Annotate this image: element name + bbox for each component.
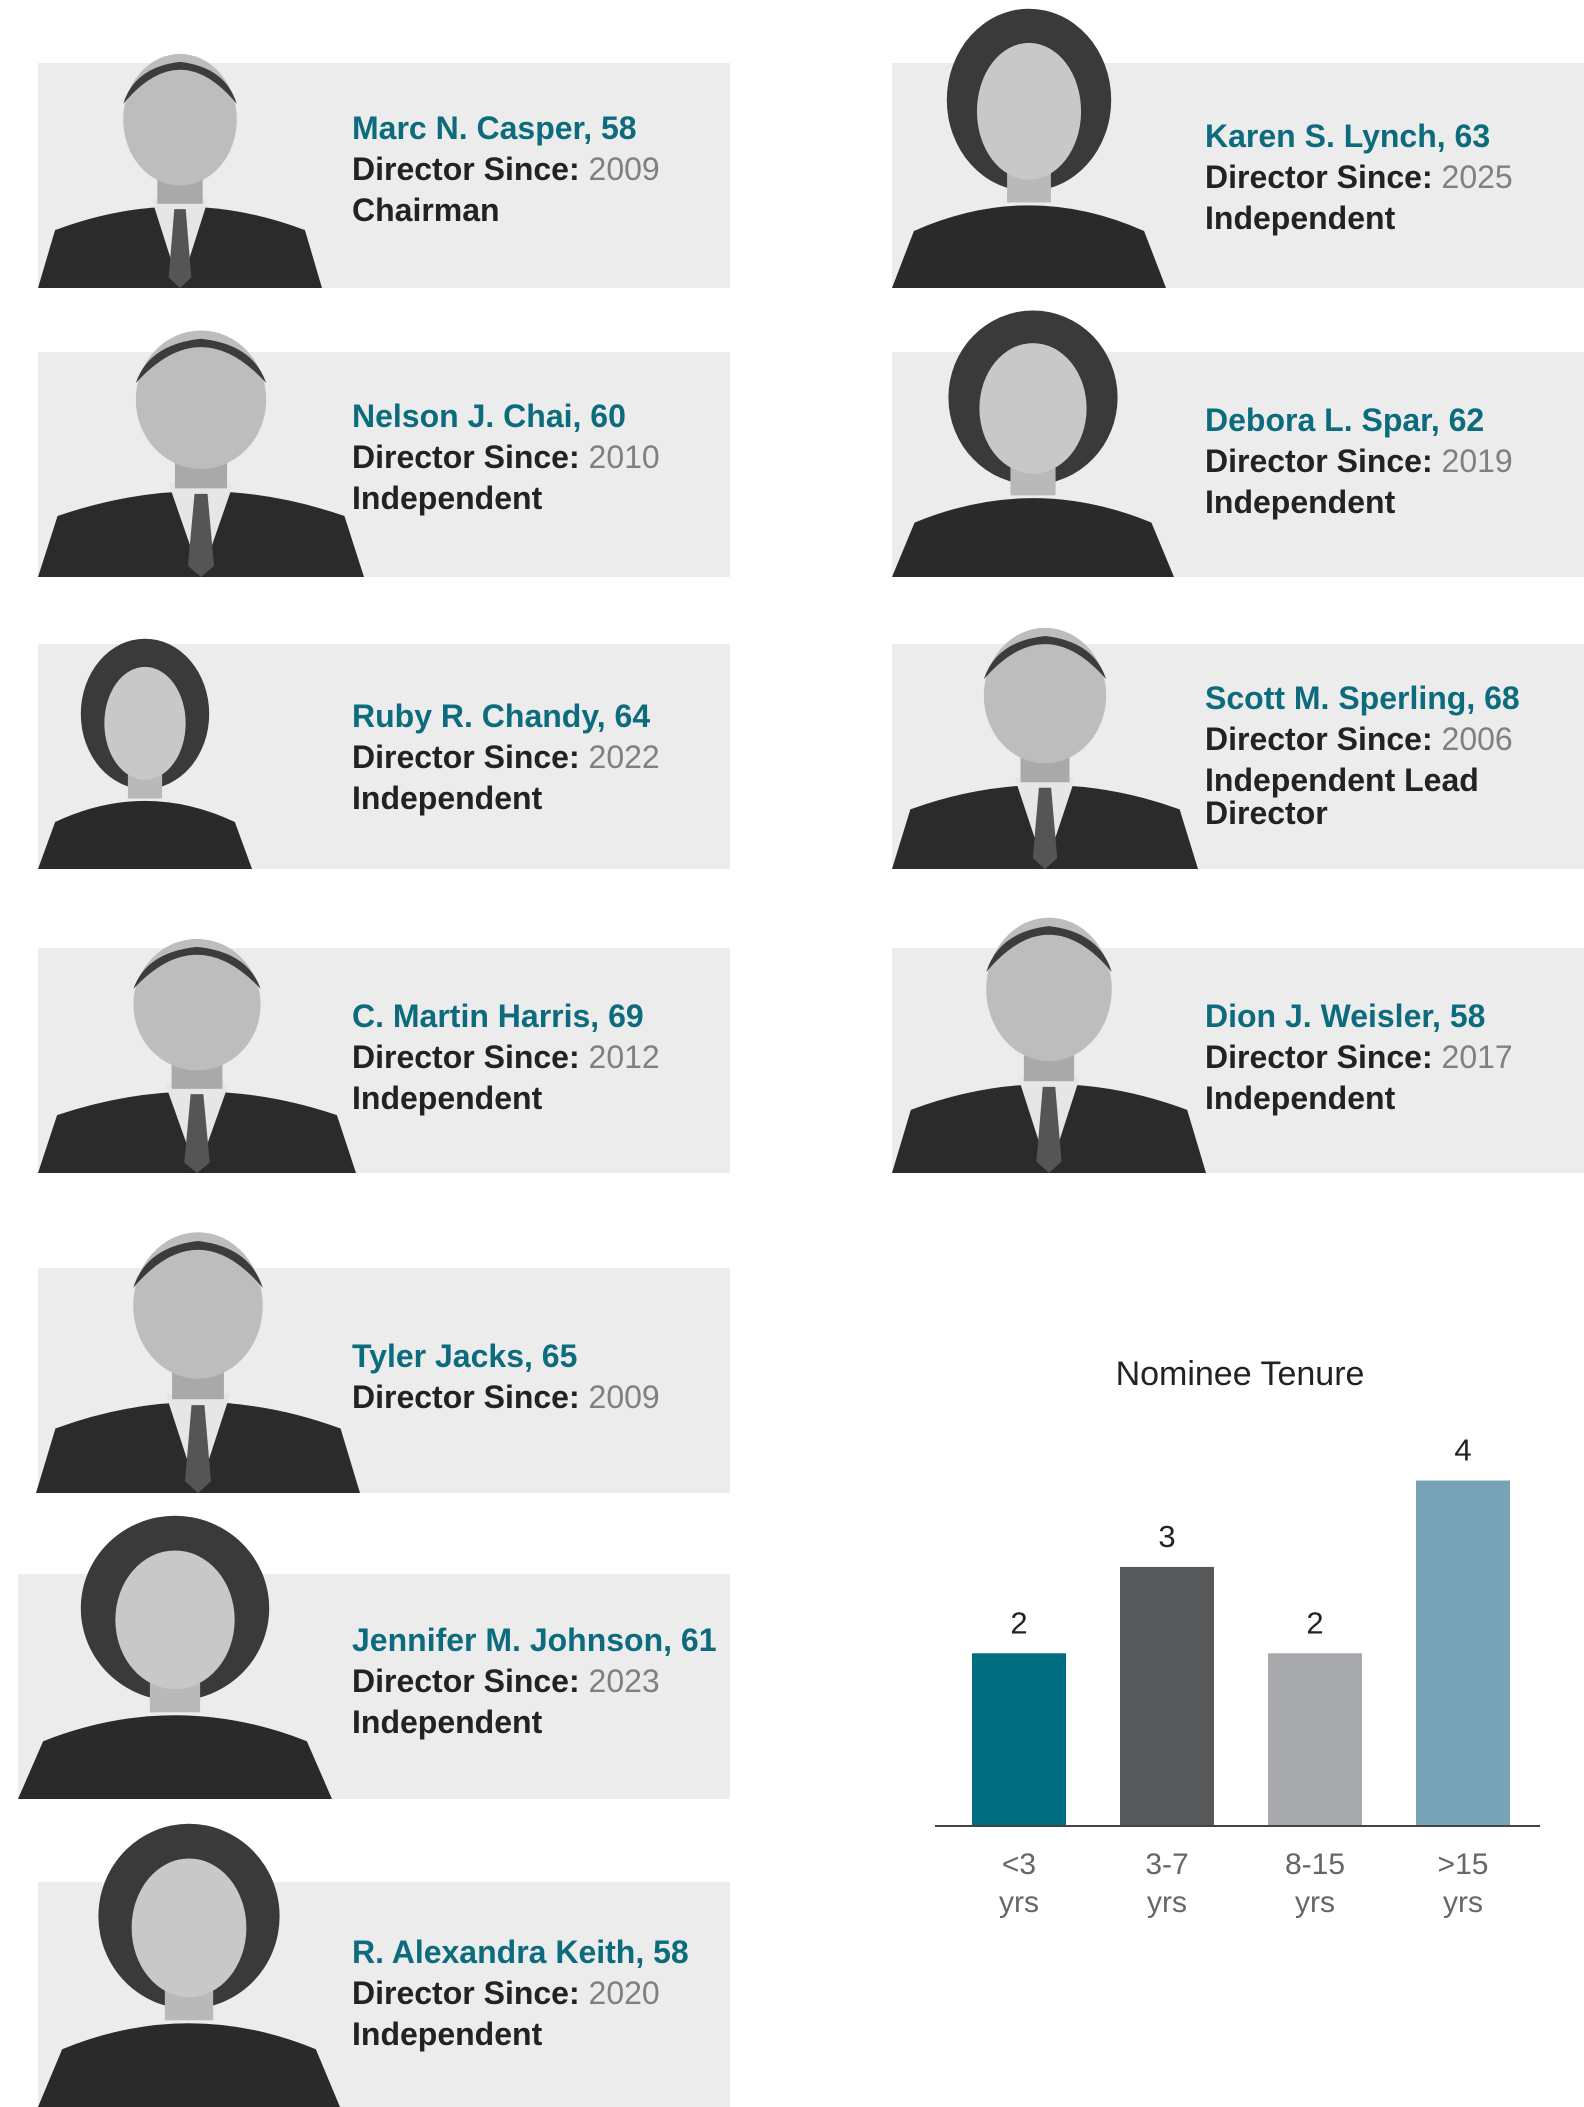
director-photo — [892, 886, 1206, 1173]
chart-bar — [1268, 1653, 1362, 1826]
director-since: Director Since: 2020 — [352, 1973, 724, 2014]
director-since-year: 2010 — [588, 439, 660, 475]
director-since-label: Director Since: — [352, 1039, 580, 1075]
director-since-year: 2020 — [588, 1975, 660, 2011]
director-since-label: Director Since: — [1205, 159, 1433, 195]
tenure-bar-chart: 2 <3 yrs 3 3-7 yrs 2 8-15 yrs 4 >15 yrs — [935, 1433, 1540, 1919]
category-label: yrs — [1147, 1886, 1187, 1919]
director-since-year: 2019 — [1441, 443, 1513, 479]
director-since-year: 2022 — [588, 739, 660, 775]
director-since-year: 2006 — [1441, 721, 1513, 757]
chart-title: Nominee Tenure — [1115, 1355, 1365, 1393]
director-since-label: Director Since: — [352, 151, 580, 187]
director-name: Dion J. Weisler, 58 — [1205, 998, 1486, 1034]
director-name: C. Martin Harris, 69 — [352, 998, 644, 1034]
director-since-year: 2023 — [588, 1663, 660, 1699]
director-since-year: 2009 — [588, 151, 660, 187]
director-photo — [36, 1200, 360, 1493]
bar-value-label: 4 — [1454, 1433, 1471, 1468]
director-name: Marc N. Casper, 58 — [352, 110, 637, 146]
director-name: Tyler Jacks, 65 — [352, 1338, 578, 1374]
director-since-year: 2009 — [588, 1379, 660, 1415]
director-photo — [892, 3, 1166, 288]
director-since: Director Since: 2022 — [352, 737, 724, 778]
chart-bar — [1120, 1566, 1214, 1826]
director-since: Director Since: 2012 — [352, 1037, 724, 1078]
director-photo — [38, 300, 364, 577]
director-since-label: Director Since: — [352, 739, 580, 775]
director-since: Director Since: 2006 — [1205, 719, 1578, 760]
director-since-label: Director Since: — [352, 1975, 580, 2011]
director-since-label: Director Since: — [1205, 1039, 1433, 1075]
category-label: >15 — [1438, 1848, 1489, 1881]
director-since: Director Since: 2009 — [352, 149, 724, 190]
director-photo — [892, 598, 1198, 869]
director-role: Independent — [352, 780, 543, 816]
director-since-year: 2025 — [1441, 159, 1513, 195]
bar-value-label: 2 — [1306, 1605, 1323, 1640]
director-name: Ruby R. Chandy, 64 — [352, 698, 651, 734]
director-role: Chairman — [352, 192, 500, 228]
director-since: Director Since: 2023 — [352, 1661, 724, 1702]
director-photo — [38, 1818, 340, 2107]
director-role: Independent — [352, 1704, 543, 1740]
director-role: Independent — [352, 1080, 543, 1116]
director-role: Independent — [352, 480, 543, 516]
director-since-label: Director Since: — [352, 1663, 580, 1699]
chart-bar — [972, 1653, 1066, 1826]
category-label: 3-7 — [1145, 1848, 1188, 1881]
director-photo — [18, 1510, 332, 1799]
category-label: <3 — [1002, 1848, 1036, 1881]
chart-bar — [1416, 1480, 1510, 1826]
director-since-label: Director Since: — [1205, 443, 1433, 479]
director-since-label: Director Since: — [1205, 721, 1433, 757]
director-role: Independent — [1205, 200, 1396, 236]
bar-value-label: 2 — [1010, 1605, 1027, 1640]
category-label: 8-15 — [1285, 1848, 1345, 1881]
category-label: yrs — [1295, 1886, 1335, 1919]
director-photo — [38, 910, 356, 1173]
director-role: Independent — [352, 2016, 543, 2052]
category-label: yrs — [1443, 1886, 1483, 1919]
director-name: Karen S. Lynch, 63 — [1205, 118, 1491, 154]
director-photo — [892, 305, 1174, 577]
director-role: Independent — [1205, 484, 1396, 520]
director-since: Director Since: 2010 — [352, 437, 724, 478]
director-name: Jennifer M. Johnson, 61 — [352, 1622, 717, 1658]
director-since: Director Since: 2009 — [352, 1377, 724, 1418]
director-since-label: Director Since: — [352, 1379, 580, 1415]
director-since-year: 2012 — [588, 1039, 660, 1075]
director-role: Independent Lead Director — [1205, 762, 1479, 831]
director-role: Independent — [1205, 1080, 1396, 1116]
director-since: Director Since: 2025 — [1205, 157, 1578, 198]
director-name: Scott M. Sperling, 68 — [1205, 680, 1520, 716]
director-name: Debora L. Spar, 62 — [1205, 402, 1485, 438]
director-since: Director Since: 2019 — [1205, 441, 1578, 482]
bar-value-label: 3 — [1158, 1519, 1175, 1554]
category-label: yrs — [999, 1886, 1039, 1919]
director-photo — [38, 634, 252, 869]
director-since: Director Since: 2017 — [1205, 1037, 1578, 1078]
director-photo — [38, 25, 322, 288]
director-name: R. Alexandra Keith, 58 — [352, 1934, 689, 1970]
director-since-year: 2017 — [1441, 1039, 1513, 1075]
director-since-label: Director Since: — [352, 439, 580, 475]
director-name: Nelson J. Chai, 60 — [352, 398, 626, 434]
